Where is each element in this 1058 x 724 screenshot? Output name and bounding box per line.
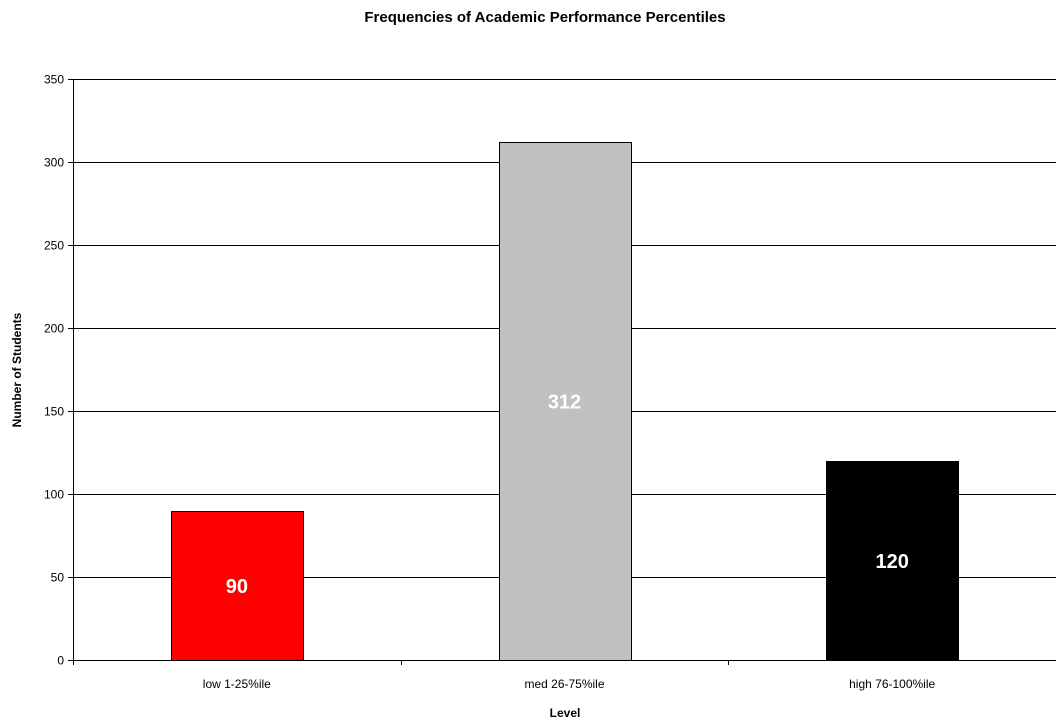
labels: 0 50 100 150 200 250 300 350 90 low 1-25%ile 312 me…	[44, 73, 936, 692]
axes	[68, 79, 1056, 665]
data-label: 312	[548, 392, 581, 414]
bars	[171, 142, 959, 661]
x-axis-title: Level	[550, 706, 581, 720]
y-tick-label: 0	[57, 654, 64, 668]
y-tick-label: 100	[44, 488, 64, 502]
data-label: 120	[875, 551, 908, 573]
y-tick-label: 50	[51, 571, 65, 585]
y-tick-label: 250	[44, 239, 64, 253]
y-tick-label: 150	[44, 405, 64, 419]
data-label: 90	[226, 576, 248, 598]
x-tick-label: high 76-100%ile	[849, 677, 935, 691]
chart-title: Frequencies of Academic Performance Perc…	[364, 9, 725, 26]
bar	[499, 142, 632, 661]
y-tick-label: 200	[44, 322, 64, 336]
y-axis-title: Number of Students	[10, 312, 24, 427]
bar	[826, 461, 959, 661]
x-tick-label: med 26-75%ile	[524, 677, 604, 691]
y-tick-label: 350	[44, 73, 64, 87]
y-tick-label: 300	[44, 156, 64, 170]
x-tick-label: low 1-25%ile	[203, 677, 271, 691]
